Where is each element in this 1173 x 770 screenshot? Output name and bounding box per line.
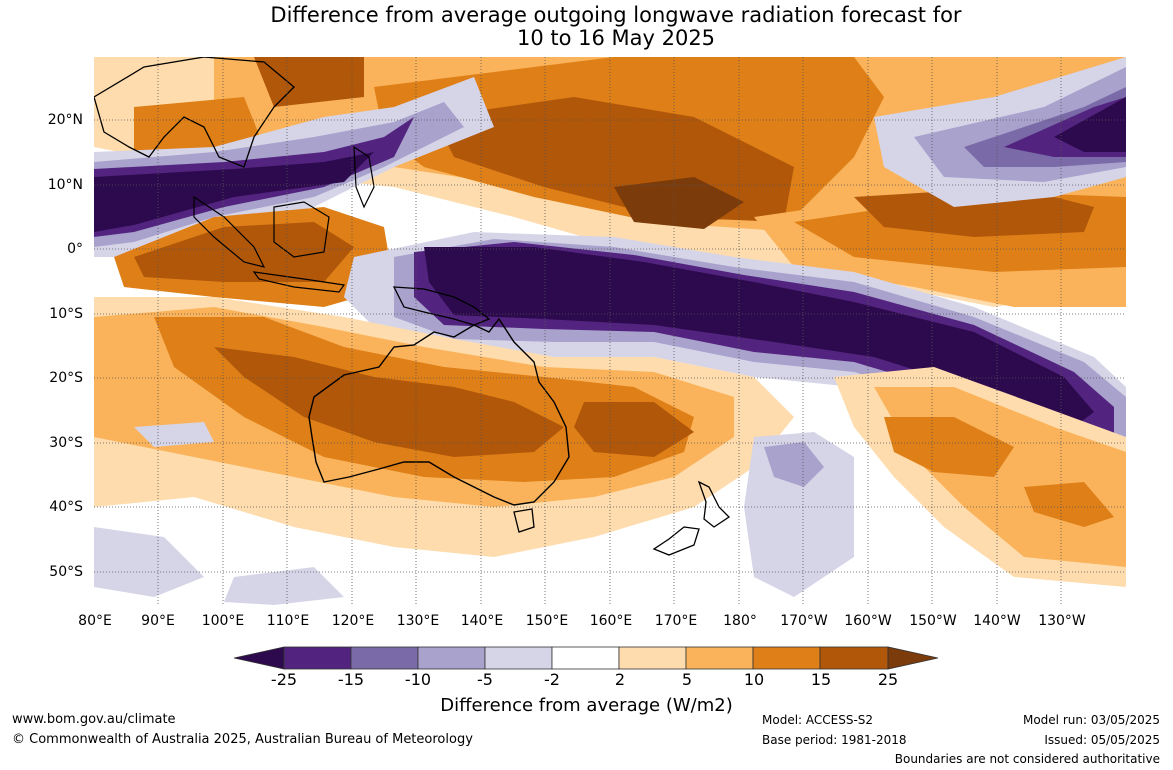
title-line-2: 10 to 16 May 2025 xyxy=(516,26,716,50)
lon-label-130w: 130°W xyxy=(1038,613,1086,629)
issued-date: Issued: 05/05/2025 xyxy=(1044,733,1160,747)
colorbar-segment-5-2 xyxy=(484,646,553,670)
colorbar-segment-2-5 xyxy=(618,646,687,670)
lon-label-90e: 90°E xyxy=(141,613,175,629)
model-run-date: Model run: 03/05/2025 xyxy=(1022,713,1160,727)
lon-label-110e: 110°E xyxy=(266,613,310,629)
lon-label-160e: 160°E xyxy=(589,613,633,629)
lat-label-20n: 20°N xyxy=(47,112,83,128)
boundaries-disclaimer: Boundaries are not considered authoritat… xyxy=(894,752,1160,766)
website-link[interactable]: www.bom.gov.au/climate xyxy=(12,712,176,727)
colorbar-tick-minus25: -25 xyxy=(270,670,298,689)
colorbar-tick-2: 2 xyxy=(614,670,626,689)
lon-label-170e: 170°E xyxy=(654,613,698,629)
colorbar-segment-15-10 xyxy=(350,646,419,670)
colorbar-segment-2-2 xyxy=(551,646,620,670)
colorbar-segment-lt-25 xyxy=(234,646,285,670)
colorbar-label: Difference from average (W/m2) xyxy=(440,695,733,716)
lon-label-180: 180° xyxy=(723,613,757,629)
colorbar-tick-5: 5 xyxy=(681,670,693,689)
colorbar-segment-25-15 xyxy=(283,646,352,670)
lon-label-150w: 150°W xyxy=(909,613,957,629)
colorbar-segment-10-15 xyxy=(752,646,821,670)
lon-label-160w: 160°W xyxy=(844,613,892,629)
colorbar xyxy=(234,646,938,670)
lat-label-50s: 50°S xyxy=(49,564,83,580)
map-title: Difference from average outgoing longwav… xyxy=(0,4,1173,50)
colorbar-tick-minus5: -5 xyxy=(477,670,493,689)
copyright-text: © Commonwealth of Australia 2025, Austra… xyxy=(12,732,473,747)
lon-label-130e: 130°E xyxy=(396,613,440,629)
lat-label-40s: 40°S xyxy=(49,499,83,515)
title-line-1: Difference from average outgoing longwav… xyxy=(270,3,962,27)
colorbar-tick-minus2: -2 xyxy=(544,670,560,689)
olr-anomaly-map xyxy=(94,57,1126,605)
lon-label-120e: 120°E xyxy=(331,613,375,629)
lon-label-140w: 140°W xyxy=(973,613,1021,629)
colorbar-segment-10-5 xyxy=(417,646,486,670)
colorbar-tick-minus15: -15 xyxy=(337,670,365,689)
lon-label-100e: 100°E xyxy=(201,613,245,629)
colorbar-segment-15-25 xyxy=(819,646,889,670)
colorbar-segment-gt-25 xyxy=(887,646,938,670)
colorbar-tick-minus10: -10 xyxy=(404,670,432,689)
lat-label-equator: 0° xyxy=(67,241,83,257)
colorbar-segment-5-10 xyxy=(685,646,754,670)
lon-label-140e: 140°E xyxy=(460,613,504,629)
base-period: Base period: 1981-2018 xyxy=(762,733,907,747)
colorbar-tick-10: 10 xyxy=(743,670,765,689)
lon-label-150e: 150°E xyxy=(525,613,569,629)
lat-label-10n: 10°N xyxy=(47,177,83,193)
colorbar-tick-15: 15 xyxy=(810,670,832,689)
colorbar-tick-25: 25 xyxy=(877,670,899,689)
map-canvas xyxy=(94,57,1126,605)
lat-label-10s: 10°S xyxy=(49,306,83,322)
lon-label-80e: 80°E xyxy=(78,613,112,629)
lat-label-20s: 20°S xyxy=(49,370,83,386)
lat-label-30s: 30°S xyxy=(49,435,83,451)
lon-label-170w: 170°W xyxy=(780,613,828,629)
model-name: Model: ACCESS-S2 xyxy=(762,713,874,727)
